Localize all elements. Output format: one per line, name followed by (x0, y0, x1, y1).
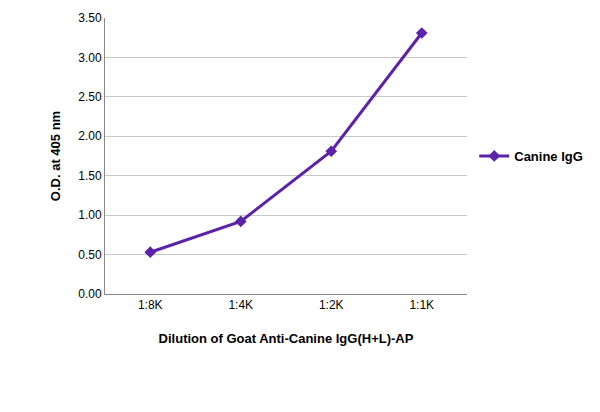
svg-text:1:8K: 1:8K (138, 298, 163, 312)
svg-text:0.50: 0.50 (78, 248, 102, 262)
svg-text:Dilution of Goat Anti-Canine I: Dilution of Goat Anti-Canine IgG(H+L)-AP (159, 331, 414, 346)
svg-text:3.00: 3.00 (78, 51, 102, 65)
svg-text:1:2K: 1:2K (319, 298, 344, 312)
svg-text:1:4K: 1:4K (228, 298, 253, 312)
svg-text:1:1K: 1:1K (409, 298, 434, 312)
svg-text:2.00: 2.00 (78, 129, 102, 143)
svg-text:Canine IgG: Canine IgG (514, 149, 583, 164)
svg-text:O.D. at 405 nm: O.D. at 405 nm (48, 111, 63, 201)
svg-text:2.50: 2.50 (78, 90, 102, 104)
svg-text:1.50: 1.50 (78, 169, 102, 183)
svg-text:1.00: 1.00 (78, 208, 102, 222)
svg-text:0.00: 0.00 (78, 287, 102, 301)
svg-text:3.50: 3.50 (78, 11, 102, 25)
